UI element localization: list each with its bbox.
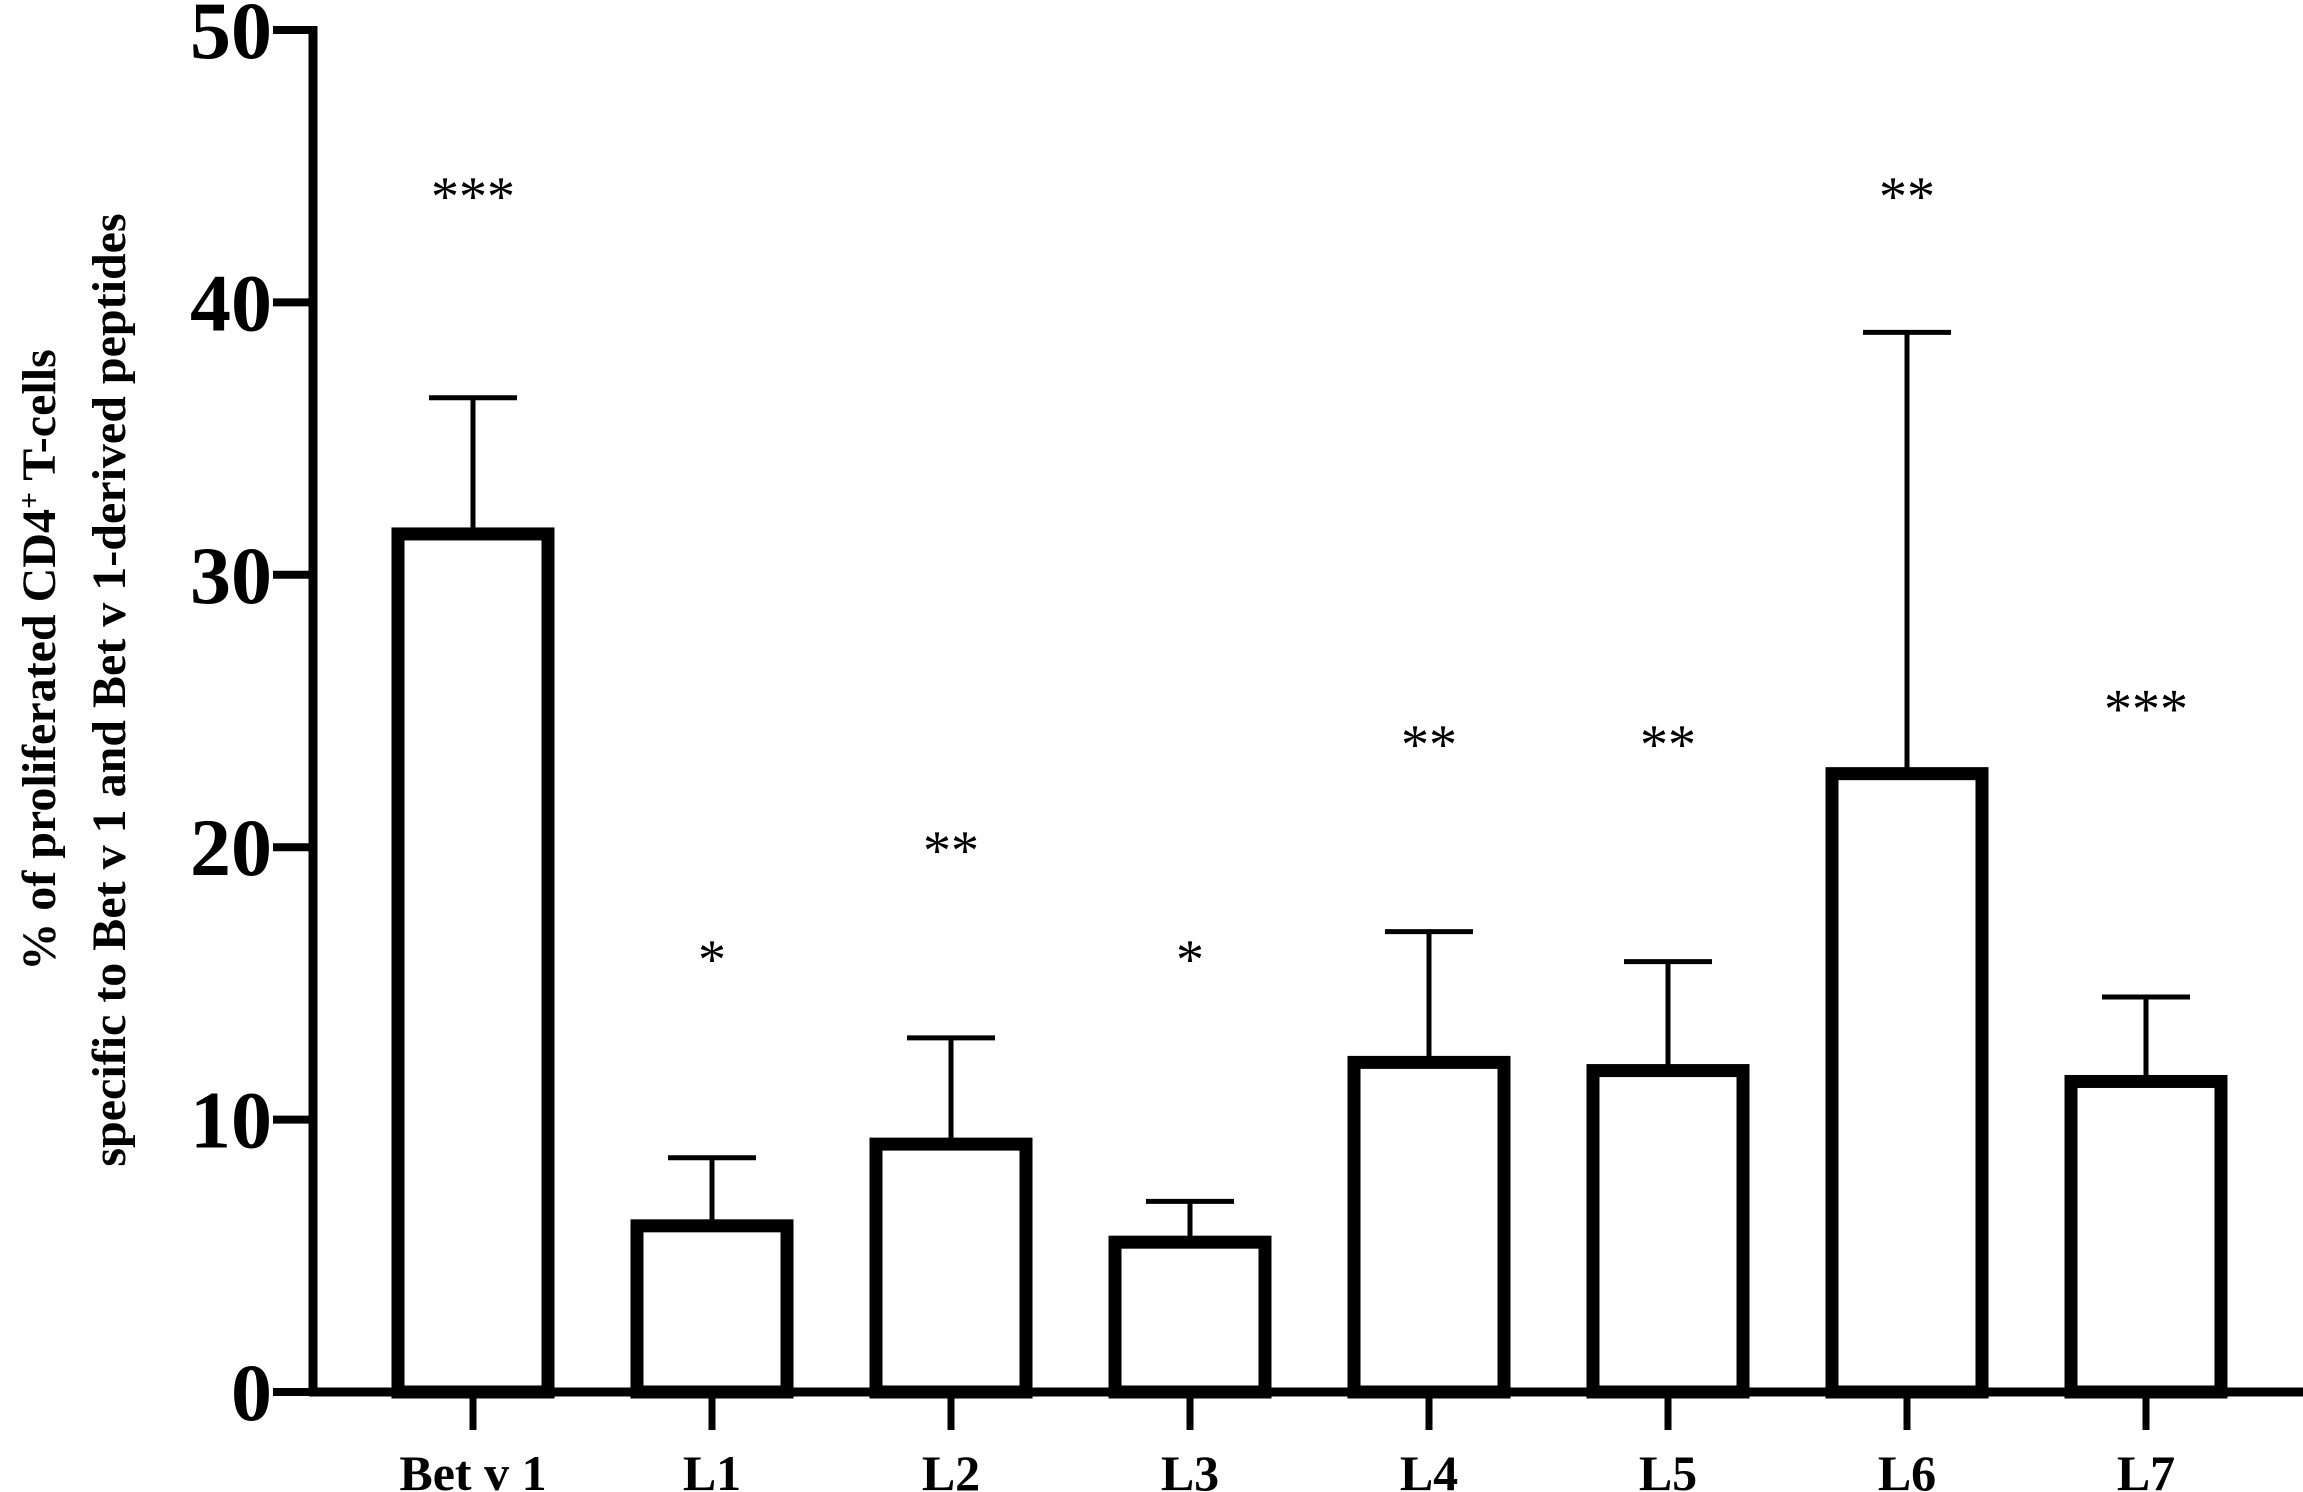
- significance-8: ***: [2104, 678, 2188, 740]
- y-tick-label-2: 20: [190, 802, 272, 893]
- x-tick-label-8: L7: [2117, 1445, 2175, 1492]
- bar-7: [1825, 767, 1989, 1399]
- significance-6: **: [1640, 714, 1696, 776]
- x-ticks-group: Bet v 1 L1 L2 L3 L4 L5 L6 L7: [399, 1392, 2175, 1492]
- x-tick-label-4: L3: [1161, 1445, 1219, 1492]
- x-tick-label-3: L2: [922, 1445, 980, 1492]
- significance-2: *: [698, 929, 726, 991]
- y-tick-label-3: 30: [190, 530, 272, 621]
- x-tick-label-5: L4: [1400, 1445, 1458, 1492]
- bar-3: [869, 1137, 1033, 1399]
- y-tick-label-4: 40: [190, 257, 272, 348]
- y-ticks-group: 0 10 20 30 40 50: [190, 0, 313, 1438]
- x-tick-label-1: Bet v 1: [399, 1445, 546, 1492]
- y-axis-title: % of proliferated CD4+ T-cells specific …: [13, 213, 137, 1166]
- y-tick-label-1: 10: [190, 1075, 272, 1166]
- significance-7: **: [1879, 166, 1935, 228]
- significance-4: *: [1176, 929, 1204, 991]
- x-tick-label-2: L1: [683, 1445, 741, 1492]
- significance-5: **: [1401, 714, 1457, 776]
- x-tick-label-7: L6: [1878, 1445, 1936, 1492]
- bar-8: [2064, 1074, 2228, 1399]
- error-bars-group: [429, 329, 2190, 1243]
- significance-1: ***: [431, 166, 515, 228]
- bar-1: [391, 527, 555, 1399]
- bar-2: [630, 1219, 794, 1399]
- significance-3: **: [923, 820, 979, 882]
- bars-group: [391, 527, 2228, 1399]
- bar-4: [1108, 1235, 1272, 1399]
- bar-6: [1586, 1064, 1750, 1399]
- significance-group: ********* *******: [431, 166, 2188, 991]
- y-tick-label-5: 50: [190, 0, 272, 76]
- bar-5: [1347, 1055, 1511, 1399]
- y-tick-label-0: 0: [231, 1347, 272, 1438]
- x-tick-label-6: L5: [1639, 1445, 1697, 1492]
- y-axis-title-line1: % of proliferated CD4+ T-cells: [13, 349, 67, 971]
- axes-group: [308, 26, 2303, 1397]
- y-axis-title-line2: specific to Bet v 1 and Bet v 1-derived …: [83, 213, 136, 1166]
